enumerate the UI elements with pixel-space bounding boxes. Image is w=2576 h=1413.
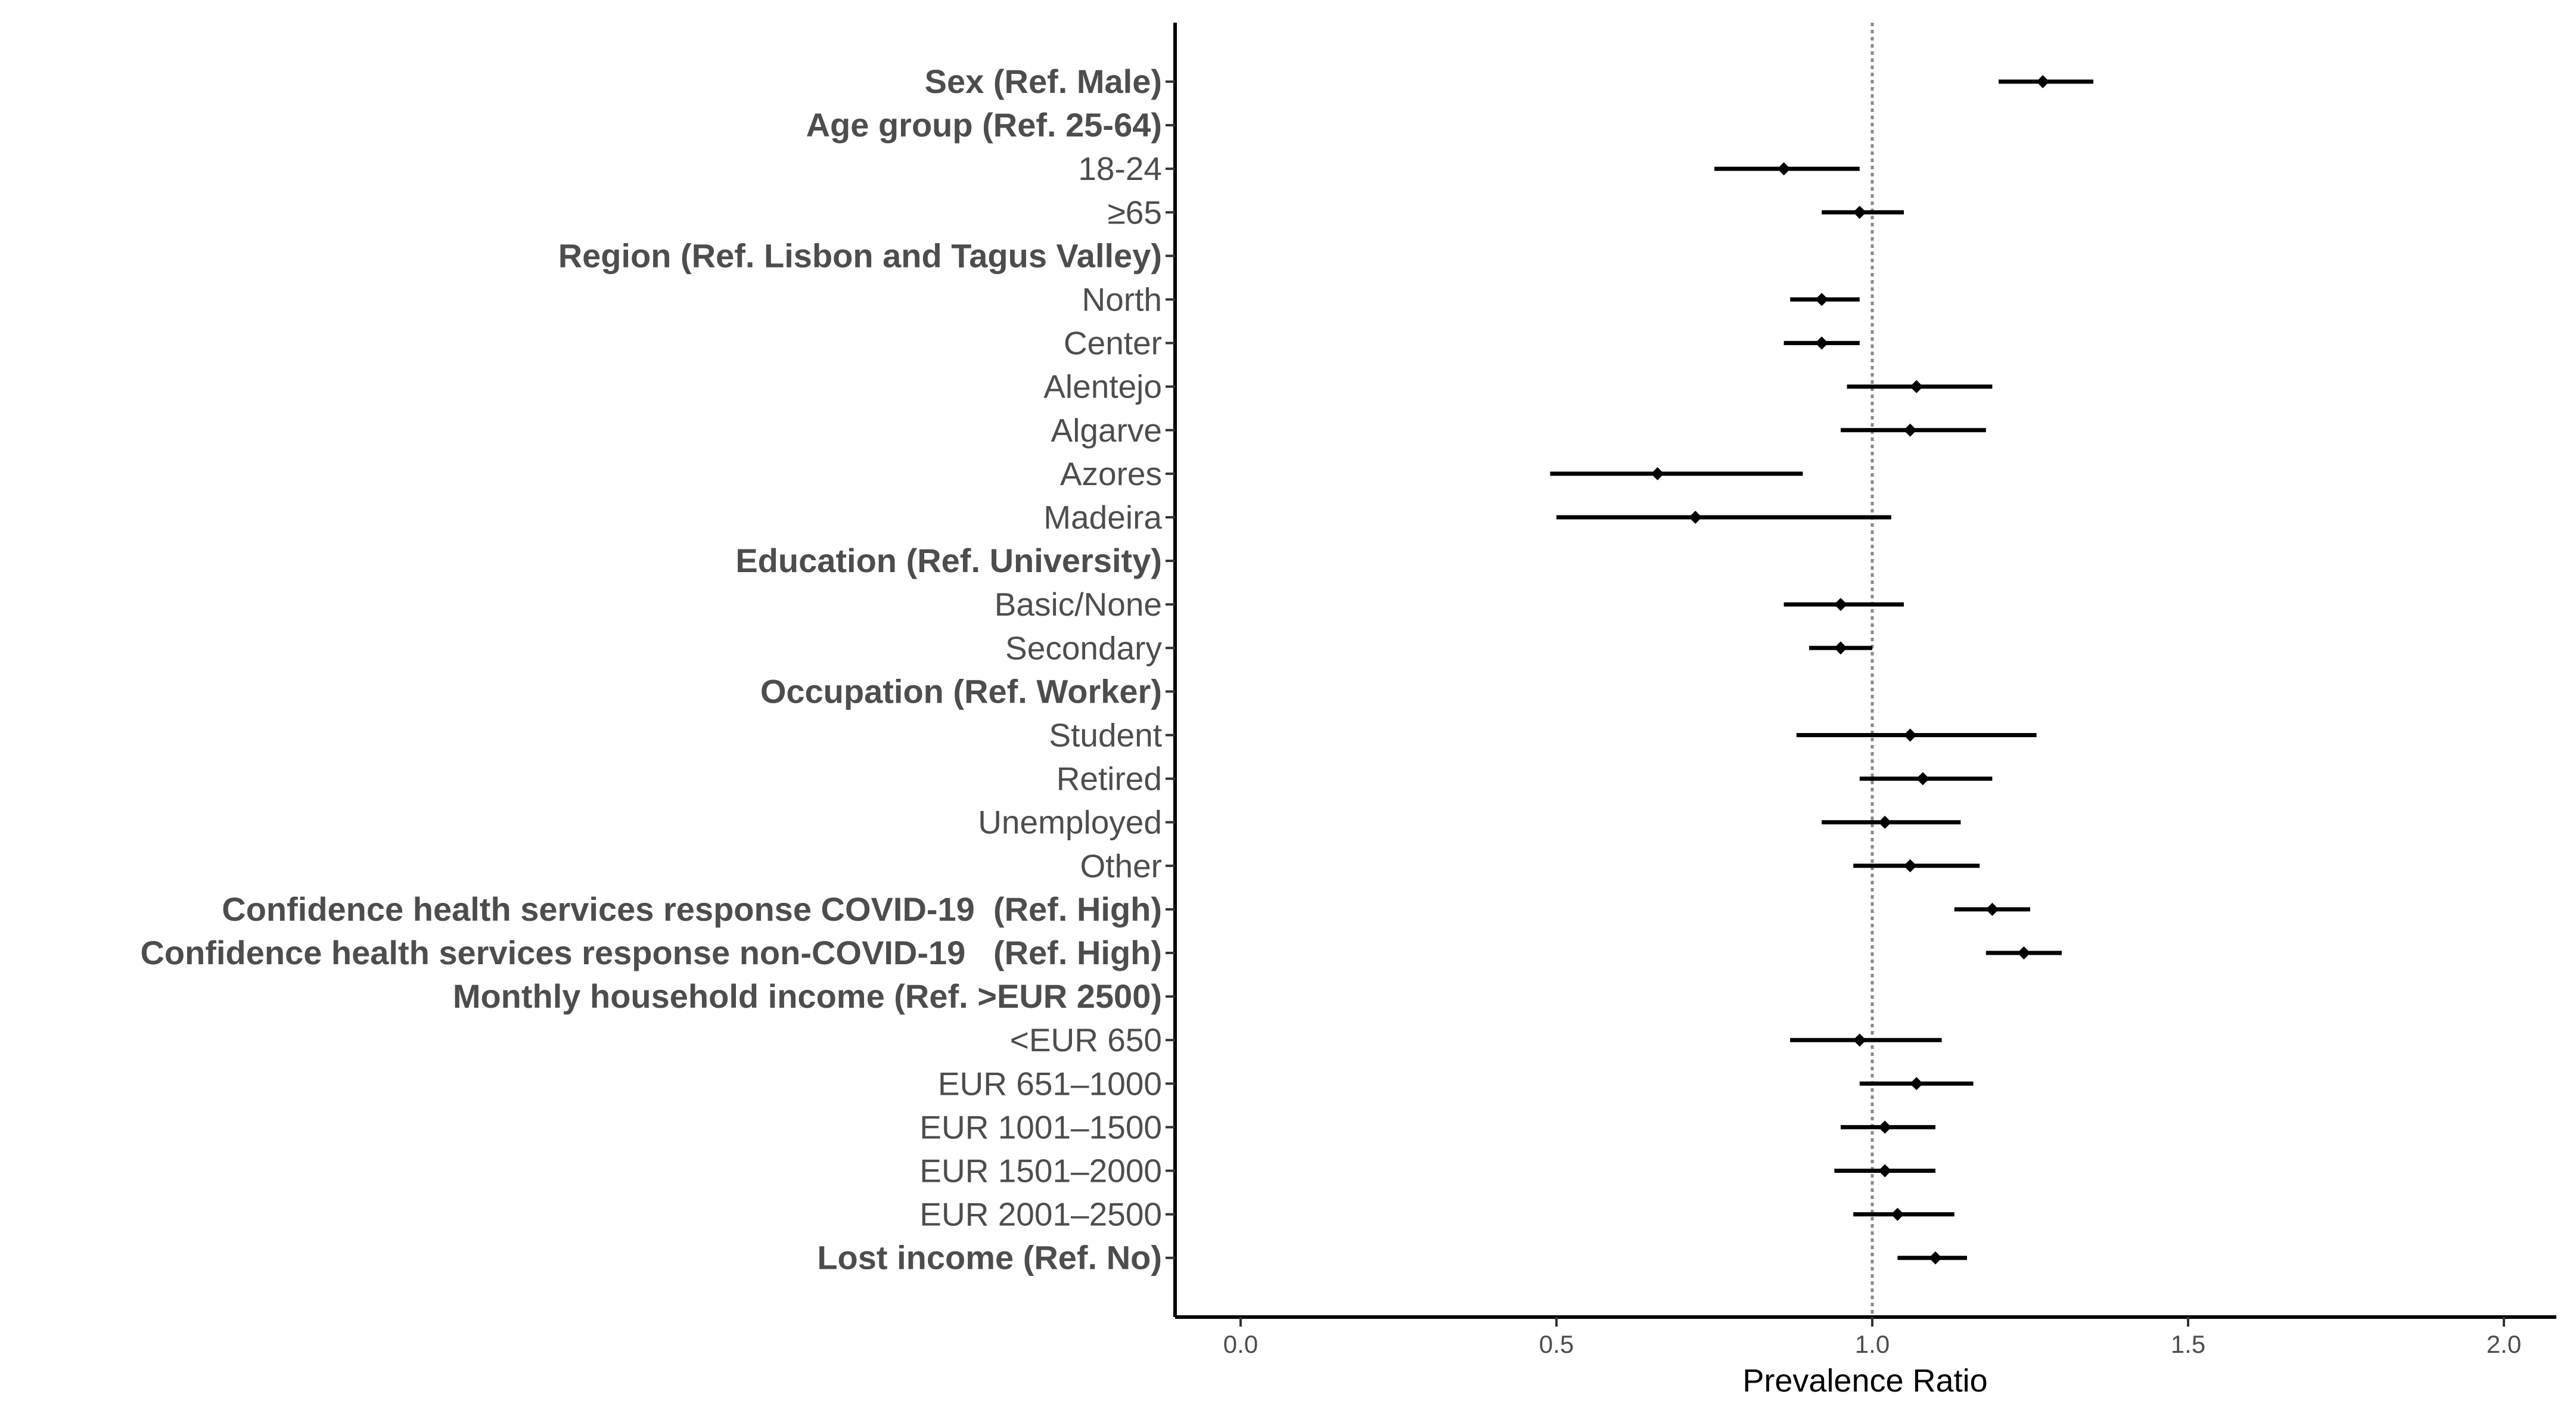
row-header-label: Monthly household income (Ref. >EUR 2500… (453, 977, 1162, 1015)
point-estimate (1834, 641, 1847, 655)
point-estimate (1815, 293, 1829, 306)
point-estimate (1916, 772, 1929, 785)
row-label: Madeira (1043, 499, 1162, 536)
row-label: North (1082, 281, 1163, 318)
point-estimate (1853, 206, 1866, 219)
point-estimate (2017, 946, 2031, 959)
row-header-label: Occupation (Ref. Worker) (760, 672, 1162, 710)
point-estimate (1853, 1033, 1866, 1047)
row-header-label: Age group (Ref. 25-64) (806, 106, 1162, 144)
row-label: Center (1064, 325, 1162, 362)
point-estimate (1929, 1251, 1942, 1265)
point-estimate (1910, 380, 1924, 393)
point-estimate (1878, 815, 1892, 829)
row-header-label: Lost income (Ref. No) (817, 1239, 1162, 1277)
x-tick-label: 0.5 (1539, 1330, 1574, 1358)
row-label: Algarve (1051, 412, 1162, 449)
x-axis-title: Prevalence Ratio (1742, 1363, 1987, 1399)
point-estimate (1689, 511, 1702, 524)
point-estimate (1878, 1120, 1892, 1134)
row-label: Basic/None (995, 586, 1162, 623)
row-label: EUR 1501–2000 (919, 1153, 1162, 1190)
row-header-label: Education (Ref. University) (735, 542, 1162, 579)
row-label: ≥65 (1108, 194, 1162, 231)
row-label: EUR 1001–1500 (919, 1108, 1162, 1145)
ci-layer (1550, 75, 2093, 1265)
point-estimate (1777, 162, 1791, 176)
row-header-label: Sex (Ref. Male) (925, 63, 1162, 100)
row-labels: Sex (Ref. Male) Age group (Ref. 25-64) 18-… (140, 63, 1175, 1277)
row-label: <EUR 650 (1010, 1021, 1162, 1058)
x-tick-label: 1.0 (1855, 1330, 1890, 1358)
row-label: Student (1049, 717, 1162, 754)
row-label: EUR 651–1000 (938, 1065, 1162, 1102)
row-label: EUR 2001–2500 (919, 1196, 1162, 1233)
axis-layer (1173, 23, 2556, 1319)
point-estimate (1651, 467, 1664, 480)
row-label: 18-24 (1078, 150, 1162, 187)
point-estimate (1985, 902, 1999, 916)
row-header-label: Confidence health services response COVI… (222, 890, 1162, 928)
row-label: Alentejo (1043, 368, 1162, 405)
point-estimate (2036, 75, 2050, 88)
row-label: Other (1080, 847, 1162, 884)
row-header-label: Confidence health services response non-… (140, 934, 1162, 971)
row-label: Unemployed (978, 804, 1162, 841)
row-label: Secondary (1005, 629, 1162, 666)
x-tick-label: 1.5 (2171, 1330, 2205, 1358)
point-estimate (1815, 336, 1829, 350)
point-estimate (1910, 1077, 1924, 1091)
x-tick-label: 2.0 (2487, 1330, 2521, 1358)
row-label: Retired (1056, 760, 1162, 797)
point-estimate (1903, 859, 1917, 872)
point-estimate (1903, 728, 1917, 742)
x-ticks: 0.0 0.5 1.0 1.5 2.0 (1223, 1317, 2521, 1358)
point-estimate (1903, 423, 1917, 437)
point-estimate (1891, 1207, 1904, 1221)
point-estimate (1834, 598, 1847, 611)
row-header-label: Region (Ref. Lisbon and Tagus Valley) (558, 237, 1162, 274)
row-label: Azores (1060, 455, 1162, 492)
point-estimate (1878, 1164, 1892, 1178)
x-tick-label: 0.0 (1223, 1330, 1258, 1358)
